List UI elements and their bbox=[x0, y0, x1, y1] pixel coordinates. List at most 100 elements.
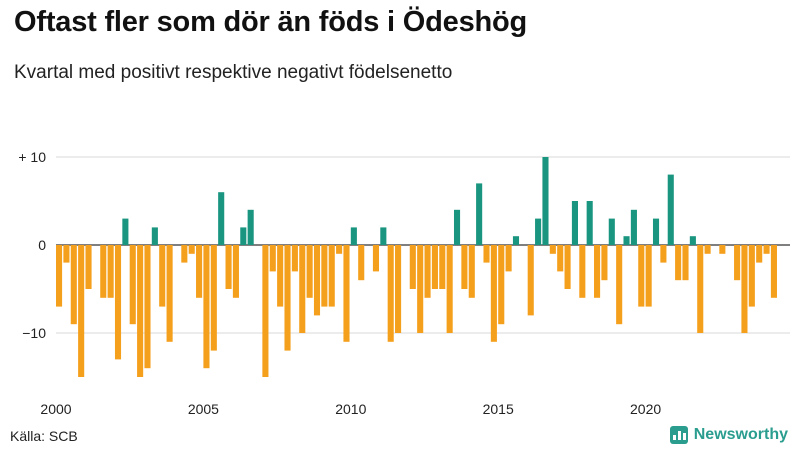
bar bbox=[56, 245, 63, 307]
x-tick-label: 2000 bbox=[40, 401, 71, 417]
bar bbox=[652, 218, 660, 245]
bar bbox=[321, 245, 328, 307]
x-tick-label: 2020 bbox=[630, 401, 661, 417]
bar bbox=[431, 245, 438, 289]
bar bbox=[638, 245, 645, 307]
bar bbox=[704, 245, 711, 254]
bar bbox=[741, 245, 748, 333]
bar bbox=[770, 245, 777, 298]
bar bbox=[122, 218, 129, 245]
bar bbox=[682, 245, 689, 281]
bar bbox=[453, 209, 461, 245]
bar bbox=[144, 245, 151, 369]
bar bbox=[151, 227, 158, 245]
bar bbox=[277, 245, 284, 307]
bar bbox=[137, 245, 144, 377]
y-tick-label: 0 bbox=[38, 237, 46, 253]
bar-chart-icon bbox=[669, 426, 688, 444]
bar bbox=[667, 174, 674, 245]
bar bbox=[291, 245, 298, 272]
bar bbox=[380, 227, 387, 245]
bar bbox=[313, 245, 321, 316]
bar bbox=[616, 245, 623, 325]
x-tick-label: 2015 bbox=[483, 401, 514, 417]
bar bbox=[225, 245, 232, 289]
y-tick-label: + 10 bbox=[18, 149, 46, 165]
bar bbox=[594, 245, 601, 298]
bar bbox=[70, 245, 77, 325]
bar bbox=[586, 201, 593, 245]
bar bbox=[85, 245, 92, 289]
bar bbox=[748, 245, 755, 307]
bar bbox=[100, 245, 107, 298]
bar bbox=[763, 245, 770, 254]
bar bbox=[210, 245, 217, 351]
bar bbox=[181, 245, 188, 263]
bar bbox=[358, 245, 365, 281]
bar bbox=[336, 245, 343, 254]
bar bbox=[630, 209, 637, 245]
bar bbox=[166, 245, 173, 342]
bar bbox=[549, 245, 556, 254]
bar bbox=[129, 245, 136, 325]
bar bbox=[387, 245, 394, 342]
bar bbox=[196, 245, 203, 298]
bar bbox=[328, 245, 335, 307]
bar bbox=[660, 245, 667, 263]
chart-subtitle: Kvartal med positivt respektive negativt… bbox=[14, 62, 453, 83]
bar bbox=[601, 245, 608, 281]
bar bbox=[203, 245, 210, 369]
bar bbox=[571, 201, 578, 245]
bar bbox=[232, 245, 239, 298]
bar bbox=[417, 245, 424, 333]
bar bbox=[697, 245, 704, 333]
bar bbox=[269, 245, 276, 272]
bar bbox=[424, 245, 431, 298]
bar bbox=[446, 245, 453, 333]
bar bbox=[218, 192, 225, 245]
bar bbox=[564, 245, 571, 289]
bar bbox=[240, 227, 247, 245]
source-note: Källa: SCB bbox=[10, 428, 78, 444]
bar bbox=[299, 245, 306, 333]
bar bbox=[756, 245, 763, 263]
bar bbox=[284, 245, 291, 351]
brand-name: Newsworthy bbox=[693, 426, 788, 443]
bar bbox=[372, 245, 380, 272]
bar bbox=[439, 245, 446, 289]
bar bbox=[247, 209, 254, 245]
bar bbox=[159, 245, 166, 307]
bar bbox=[675, 245, 682, 281]
bar bbox=[468, 245, 475, 298]
bar bbox=[719, 245, 726, 254]
bar bbox=[734, 245, 741, 281]
bar bbox=[535, 218, 542, 245]
x-tick-label: 2010 bbox=[335, 401, 366, 417]
chart-title: Oftast fler som dör än föds i Ödeshög bbox=[14, 6, 528, 38]
bar bbox=[461, 245, 468, 289]
bar bbox=[188, 245, 195, 254]
y-tick-label: −10 bbox=[22, 325, 46, 341]
bar bbox=[476, 183, 483, 245]
bar bbox=[490, 245, 497, 342]
bar bbox=[350, 227, 357, 245]
bar bbox=[395, 245, 402, 333]
bar bbox=[63, 245, 70, 263]
bar bbox=[409, 245, 416, 289]
bar bbox=[512, 236, 520, 245]
bar bbox=[623, 236, 630, 245]
bar bbox=[505, 245, 512, 272]
newsworthy-logo[interactable]: Newsworthy bbox=[669, 426, 788, 444]
bar bbox=[306, 245, 313, 298]
bar bbox=[483, 245, 490, 263]
bar bbox=[262, 245, 269, 377]
x-tick-label: 2005 bbox=[188, 401, 219, 417]
bar bbox=[689, 236, 696, 245]
bar bbox=[498, 245, 505, 325]
bar bbox=[107, 245, 114, 298]
bar bbox=[527, 245, 534, 316]
bar bbox=[557, 245, 564, 272]
bar bbox=[343, 245, 350, 342]
bar bbox=[542, 157, 549, 245]
